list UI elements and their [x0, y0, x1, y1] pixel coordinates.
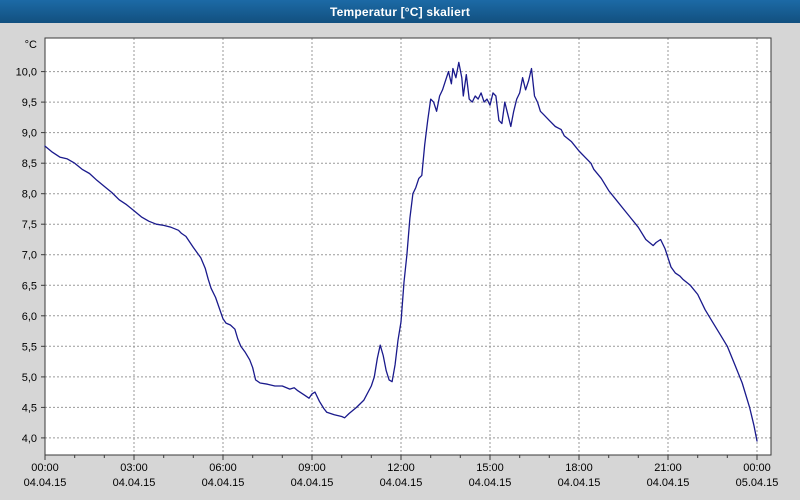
- svg-text:12:00: 12:00: [387, 462, 415, 474]
- svg-text:8,0: 8,0: [22, 189, 37, 201]
- svg-text:00:00: 00:00: [31, 462, 59, 474]
- svg-text:04.04.15: 04.04.15: [113, 477, 156, 489]
- svg-text:06:00: 06:00: [209, 462, 237, 474]
- y-tick-labels: 4,0 4,5 5,0 5,5 6,0 6,5 7,0 7,5 8,0 8,5 9,0 9,5 10,0: [16, 67, 37, 445]
- x-tick-time-labels: 00:00 03:00 06:00 09:00 12:00 15:00 18:00 21:00…: [31, 462, 771, 474]
- svg-text:15:00: 15:00: [476, 462, 504, 474]
- svg-text:4,5: 4,5: [22, 402, 37, 414]
- svg-text:04.04.15: 04.04.15: [647, 477, 690, 489]
- svg-text:00:00: 00:00: [743, 462, 771, 474]
- svg-text:04.04.15: 04.04.15: [558, 477, 601, 489]
- svg-text:03:00: 03:00: [120, 462, 148, 474]
- svg-text:6,5: 6,5: [22, 280, 37, 292]
- svg-text:04.04.15: 04.04.15: [291, 477, 334, 489]
- title-bar: Temperatur [°C] skaliert: [0, 0, 800, 23]
- svg-text:10,0: 10,0: [16, 67, 37, 79]
- plot-frame: [44, 37, 772, 456]
- temperature-line: [44, 61, 758, 442]
- svg-text:7,5: 7,5: [22, 219, 37, 231]
- svg-text:9,5: 9,5: [22, 97, 37, 109]
- chart-area: 4,0 4,5 5,0 5,5 6,0 6,5 7,0 7,5 8,0 8,5 9,0 9,5 10,0…: [0, 23, 800, 500]
- svg-text:4,0: 4,0: [22, 433, 37, 445]
- svg-text:04.04.15: 04.04.15: [202, 477, 245, 489]
- svg-text:5,0: 5,0: [22, 372, 37, 384]
- x-gridlines: [133, 38, 758, 455]
- chart-svg: 4,0 4,5 5,0 5,5 6,0 6,5 7,0 7,5 8,0 8,5 9,0 9,5 10,0…: [16, 37, 779, 489]
- svg-text:04.04.15: 04.04.15: [380, 477, 423, 489]
- chart-title: Temperatur [°C] skaliert: [329, 4, 471, 19]
- svg-text:04.04.15: 04.04.15: [469, 477, 512, 489]
- y-unit-label: °C: [25, 39, 37, 51]
- svg-text:21:00: 21:00: [654, 462, 682, 474]
- svg-text:18:00: 18:00: [565, 462, 593, 474]
- svg-text:05.04.15: 05.04.15: [736, 477, 779, 489]
- y-gridlines: [45, 71, 771, 439]
- svg-text:09:00: 09:00: [298, 462, 326, 474]
- svg-text:9,0: 9,0: [22, 128, 37, 140]
- svg-text:04.04.15: 04.04.15: [24, 477, 67, 489]
- svg-text:5,5: 5,5: [22, 341, 37, 353]
- x-tick-date-labels: 04.04.15 04.04.15 04.04.15 04.04.15 04.04.15…: [24, 477, 779, 489]
- svg-text:8,5: 8,5: [22, 158, 37, 170]
- axis-ticks: [41, 71, 758, 460]
- svg-text:7,0: 7,0: [22, 250, 37, 262]
- svg-text:6,0: 6,0: [22, 311, 37, 323]
